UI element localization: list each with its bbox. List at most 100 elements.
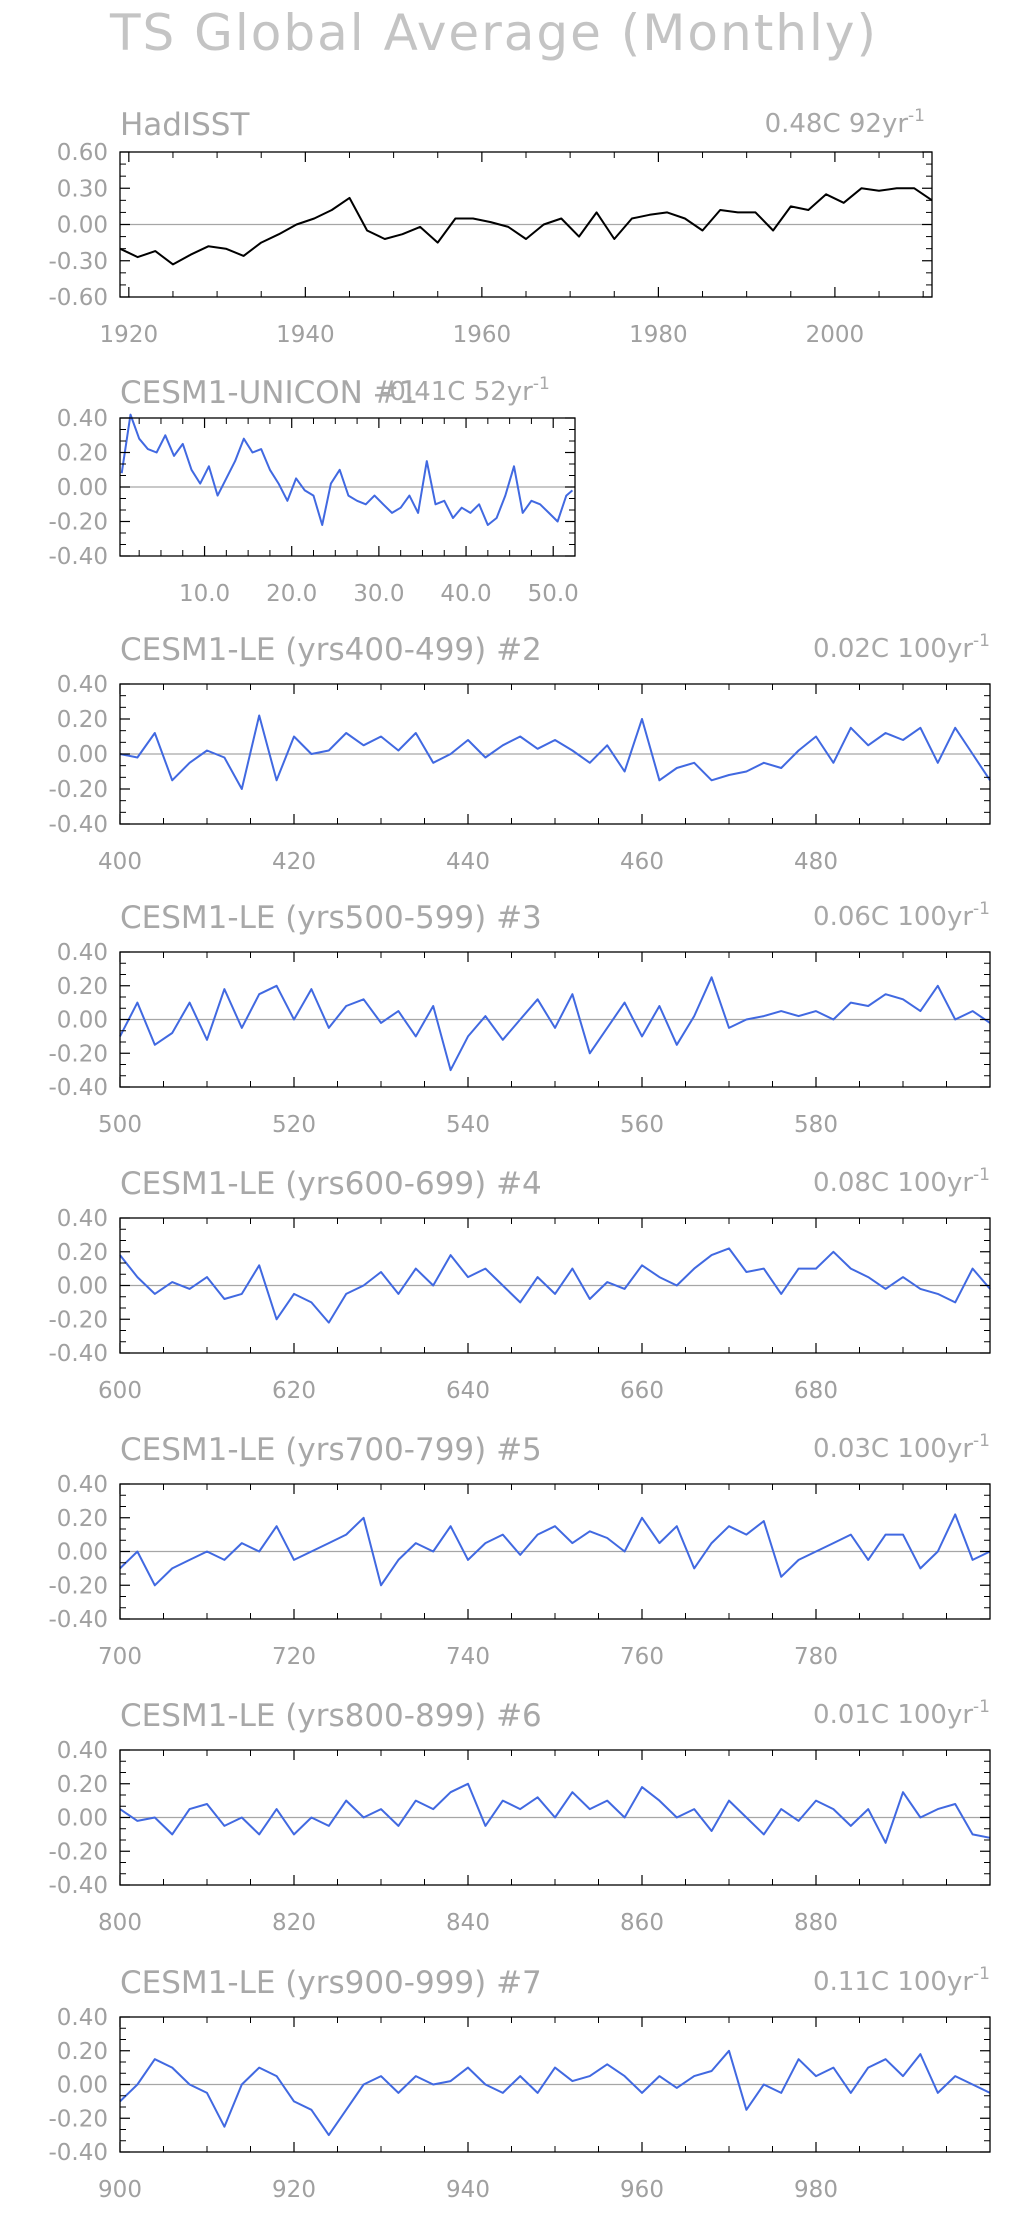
ytick-label: 0.20 [57, 1772, 108, 1798]
xtick-label: 740 [446, 1644, 490, 1670]
xtick-label: 620 [272, 1378, 316, 1404]
trend-label: 0.48C 92yr-1 [765, 106, 925, 139]
panel-title: CESM1-LE (yrs400-499) #2 [120, 632, 542, 668]
ytick-label: -0.20 [48, 1307, 108, 1333]
ytick-label: -0.40 [48, 2140, 108, 2166]
ytick-label: 0.40 [57, 1472, 108, 1498]
ytick-label: -0.20 [48, 777, 108, 803]
xtick-label: 480 [794, 849, 838, 875]
panel-title: CESM1-LE (yrs900-999) #7 [120, 1965, 542, 2001]
panel-title: CESM1-LE (yrs600-699) #4 [120, 1166, 542, 1202]
xtick-label: 880 [794, 1910, 838, 1936]
xtick-label: 600 [98, 1378, 142, 1404]
ytick-label: 0.20 [57, 441, 108, 467]
ytick-label: 0.20 [57, 707, 108, 733]
panel-title: HadISST [120, 107, 250, 143]
panel-title: CESM1-UNICON #1 [120, 375, 418, 411]
xtick-label: 10.0 [179, 581, 230, 607]
chart-panel: -0.40 -0.20 0.00 0.20 0.40 900 920 940 960 980 CES… [48, 1964, 991, 2203]
trend-label: 0.02C 100yr-1 [813, 631, 990, 664]
trend-label: 0.01C 100yr-1 [813, 1697, 990, 1730]
ytick-label: 0.00 [57, 1274, 108, 1300]
xtick-label: 40.0 [440, 581, 491, 607]
ytick-label: -0.60 [48, 285, 108, 311]
ytick-label: -0.20 [48, 1573, 108, 1599]
xtick-label: 540 [446, 1112, 490, 1138]
panel-title: CESM1-LE (yrs700-799) #5 [120, 1432, 542, 1468]
ytick-label: -0.40 [48, 1873, 108, 1899]
ytick-label: 0.60 [57, 140, 108, 166]
ytick-label: 0.20 [57, 974, 108, 1000]
trend-label: 0.06C 100yr-1 [813, 899, 990, 932]
xtick-label: 960 [620, 2177, 664, 2203]
ytick-label: 0.20 [57, 1506, 108, 1532]
ytick-label: -0.20 [48, 2106, 108, 2132]
ytick-label: -0.20 [48, 510, 108, 536]
trend-label: -0.41C 52yr-1 [380, 374, 550, 407]
ytick-label: -0.20 [48, 1041, 108, 1067]
xtick-label: 760 [620, 1644, 664, 1670]
series-line [119, 2049, 991, 2137]
xtick-label: 440 [446, 849, 490, 875]
xtick-label: 20.0 [266, 581, 317, 607]
series-line [119, 187, 933, 266]
trend-label: 0.08C 100yr-1 [813, 1165, 990, 1198]
xtick-label: 420 [272, 849, 316, 875]
ytick-label: 0.40 [57, 940, 108, 966]
xtick-label: 920 [272, 2177, 316, 2203]
trend-label: 0.03C 100yr-1 [813, 1431, 990, 1464]
xtick-label: 1960 [453, 322, 512, 348]
xtick-label: 1920 [100, 322, 159, 348]
ytick-label: 0.00 [57, 742, 108, 768]
ytick-label: 0.00 [57, 213, 108, 239]
ytick-label: 0.30 [57, 176, 108, 202]
series-line [120, 413, 574, 526]
ytick-label: -0.40 [48, 1341, 108, 1367]
series-line [119, 1782, 991, 1844]
series-line [119, 714, 991, 790]
series-line [119, 976, 991, 1072]
xtick-label: 860 [620, 1910, 664, 1936]
ytick-label: -0.40 [48, 1075, 108, 1101]
xtick-label: 500 [98, 1112, 142, 1138]
chart-panel: -0.40 -0.20 0.00 0.20 0.40 600 620 640 660 680 CES… [48, 1165, 991, 1404]
xtick-label: 940 [446, 2177, 490, 2203]
chart-panel: -0.40 -0.20 0.00 0.20 0.40 400 420 440 460 480 CES… [48, 631, 991, 875]
ytick-label: 0.20 [57, 1240, 108, 1266]
xtick-label: 820 [272, 1910, 316, 1936]
ytick-label: -0.40 [48, 812, 108, 838]
chart-panel: -0.40 -0.20 0.00 0.20 0.40 500 520 540 560 580 CES… [48, 899, 991, 1138]
xtick-label: 580 [794, 1112, 838, 1138]
chart-panel: -0.40 -0.20 0.00 0.20 0.40 10.0 20.0 30.0 40.0 50… [48, 374, 578, 607]
xtick-label: 980 [794, 2177, 838, 2203]
ytick-label: 0.40 [57, 1738, 108, 1764]
series-line [119, 1513, 991, 1587]
xtick-label: 800 [98, 1910, 142, 1936]
panel-title: CESM1-LE (yrs500-599) #3 [120, 900, 542, 936]
chart-panel: -0.60 -0.30 0.00 0.30 0.60 1920 1940 1960 1980 20… [48, 106, 933, 348]
ytick-label: 0.20 [57, 2039, 108, 2065]
xtick-label: 1980 [629, 322, 688, 348]
ytick-label: 0.00 [57, 475, 108, 501]
xtick-label: 50.0 [528, 581, 579, 607]
xtick-label: 640 [446, 1378, 490, 1404]
xtick-label: 1940 [276, 322, 335, 348]
xtick-label: 840 [446, 1910, 490, 1936]
xtick-label: 720 [272, 1644, 316, 1670]
chart-panel: -0.40 -0.20 0.00 0.20 0.40 700 720 740 760 780 CES… [48, 1431, 991, 1670]
ytick-label: -0.40 [48, 1607, 108, 1633]
ytick-label: 0.00 [57, 1540, 108, 1566]
xtick-label: 30.0 [353, 581, 404, 607]
xtick-label: 660 [620, 1378, 664, 1404]
xtick-label: 700 [98, 1644, 142, 1670]
ytick-label: 0.40 [57, 672, 108, 698]
ytick-label: -0.40 [48, 544, 108, 570]
xtick-label: 560 [620, 1112, 664, 1138]
chart-panel: -0.40 -0.20 0.00 0.20 0.40 800 820 840 860 880 CES… [48, 1697, 991, 1936]
xtick-label: 400 [98, 849, 142, 875]
xtick-label: 460 [620, 849, 664, 875]
panel-title: CESM1-LE (yrs800-899) #6 [120, 1698, 542, 1734]
xtick-label: 900 [98, 2177, 142, 2203]
ytick-label: 0.40 [57, 1206, 108, 1232]
